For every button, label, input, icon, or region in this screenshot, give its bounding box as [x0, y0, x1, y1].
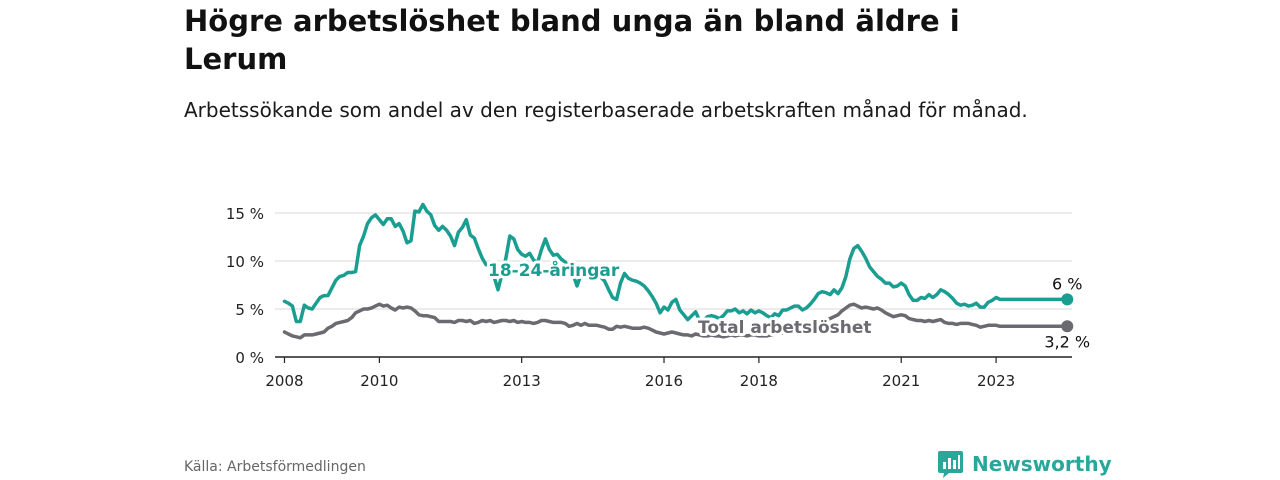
x-tick-label: 2008: [265, 372, 303, 390]
y-tick-label: 0 %: [235, 349, 264, 367]
x-tick-label: 2010: [360, 372, 398, 390]
series-label: Total arbetslöshet: [698, 318, 872, 338]
series-end-dot: [1061, 293, 1074, 306]
brand-name: Newsworthy: [972, 452, 1112, 476]
chart-title: Högre arbetslöshet bland unga än bland ä…: [184, 4, 960, 76]
line-chart: 0 % 5 % 10 % 15 % 2008 2010 2013 2016 2018 2021 20…: [226, 202, 1090, 390]
chart-subtitle: Arbetssökande som andel av den registerb…: [184, 98, 1028, 122]
series-end-label: 3,2 %: [1044, 332, 1090, 351]
newsworthy-logo-icon: [938, 451, 963, 478]
series-line: [282, 202, 1070, 324]
y-tick-label: 15 %: [226, 205, 264, 223]
source-note: Källa: Arbetsförmedlingen: [184, 459, 366, 475]
x-tick-label: 2013: [503, 372, 541, 390]
series-end-label: 6 %: [1052, 274, 1082, 293]
series-label-halo: Total arbetslöshet: [698, 318, 872, 338]
y-tick-label: 5 %: [235, 301, 264, 319]
x-tick-label: 2023: [977, 372, 1015, 390]
brand-logo[interactable]: Newsworthy: [937, 449, 1112, 479]
series-end-dot: [1061, 320, 1074, 333]
y-tick-label: 10 %: [226, 253, 264, 271]
series-line: [282, 302, 1070, 340]
x-tick-label: 2016: [645, 372, 683, 390]
series-label: 18-24-åringar: [488, 259, 620, 281]
x-tick-label: 2018: [740, 372, 778, 390]
series-label-halo: 18-24-åringar: [488, 259, 620, 281]
x-tick-label: 2021: [882, 372, 920, 390]
